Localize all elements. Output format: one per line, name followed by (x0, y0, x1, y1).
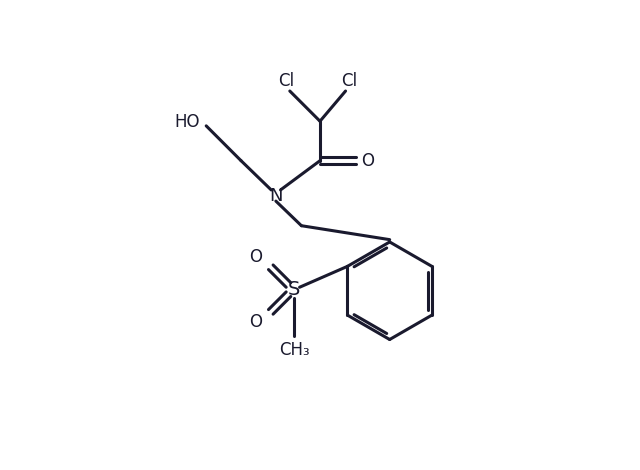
Text: N: N (269, 187, 283, 204)
Text: O: O (249, 248, 262, 266)
Text: Cl: Cl (278, 72, 294, 90)
Text: CH₃: CH₃ (278, 341, 309, 359)
Text: O: O (249, 313, 262, 331)
Text: HO: HO (174, 113, 200, 131)
Text: Cl: Cl (341, 72, 357, 90)
Text: O: O (361, 152, 374, 170)
Text: S: S (288, 280, 300, 299)
